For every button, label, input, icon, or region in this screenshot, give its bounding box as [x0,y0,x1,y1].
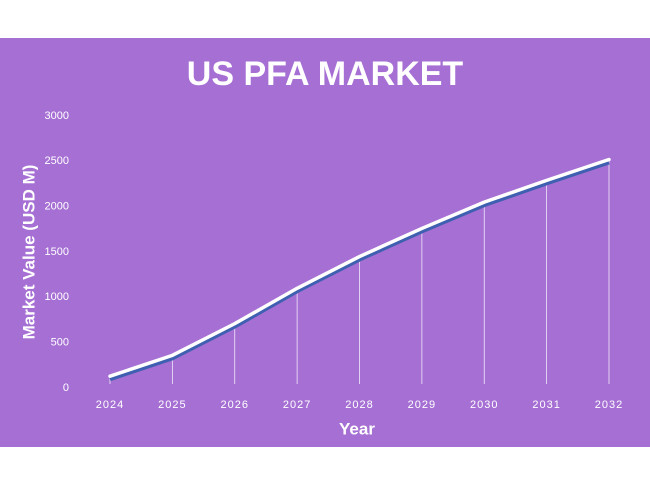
y-tick-label: 2500 [45,155,69,167]
line-shadow [109,160,610,382]
y-tick-label: 0 [63,382,69,394]
line [108,157,611,378]
x-axis-label: Year [339,419,375,438]
x-tick-label: 2025 [158,399,186,411]
x-tick-label: 2024 [96,399,124,411]
x-tick-label: 2031 [532,399,560,411]
x-tick-label: 2030 [470,399,498,411]
y-tick-label: 1500 [45,246,69,258]
y-axis-label: Market Value (USD M) [19,165,38,340]
chart-background [0,38,650,447]
x-tick-label: 2026 [221,399,249,411]
x-tick-label: 2028 [345,399,373,411]
x-tick-label: 2027 [283,399,311,411]
y-tick-label: 500 [51,337,69,349]
y-tick-label: 1000 [45,291,69,303]
y-tick-label: 3000 [45,110,69,122]
y-tick-label: 2000 [45,201,69,213]
x-tick-label: 2032 [595,399,623,411]
x-tick-label: 2029 [408,399,436,411]
chart-title: US PFA MARKET [187,55,464,93]
